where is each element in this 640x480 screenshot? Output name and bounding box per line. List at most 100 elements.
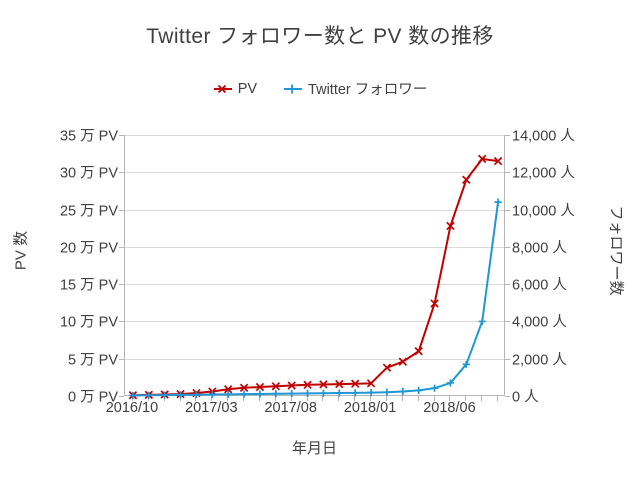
legend-label-followers: Twitter フォロワー xyxy=(308,82,428,98)
data-point-marker xyxy=(176,391,185,399)
x-axis-tick-mark xyxy=(354,396,356,401)
gridline xyxy=(125,284,504,286)
x-axis-tick-mark xyxy=(243,396,245,401)
data-point-marker xyxy=(319,389,328,397)
data-point-marker xyxy=(367,389,375,397)
series-pv xyxy=(128,154,503,400)
data-point-marker xyxy=(446,379,455,387)
y-axis-right-tick-label: 6,000 人 xyxy=(512,277,567,294)
data-point-marker xyxy=(223,385,233,394)
y-axis-right-tick-mark xyxy=(505,358,510,360)
x-axis-tick-mark xyxy=(370,396,372,401)
x-axis-tick-mark xyxy=(401,396,403,401)
data-point-marker xyxy=(287,381,296,390)
x-axis-tick-mark xyxy=(417,396,419,401)
data-point-marker xyxy=(272,390,280,398)
data-point-marker xyxy=(366,379,376,388)
data-point-marker xyxy=(493,156,503,166)
y-axis-left-tick-mark xyxy=(119,135,124,136)
y-axis-left-tick-label: 35 万 PV xyxy=(59,128,118,145)
y-axis-left-tick-mark xyxy=(119,284,124,286)
chart-title: Twitter フォロワー数と PV 数の推移 xyxy=(146,25,494,48)
gridlines xyxy=(125,135,504,396)
data-point-marker xyxy=(415,386,423,395)
gridline xyxy=(125,135,504,136)
y-axis-left-tick-mark xyxy=(119,172,124,174)
data-point-marker xyxy=(161,391,169,399)
x-axis-tick-mark xyxy=(274,396,276,401)
data-point-marker xyxy=(477,154,487,164)
y-axis-left-tick-label: 10 万 PV xyxy=(59,314,118,331)
y-axis-left-tick-mark xyxy=(119,396,124,397)
x-axis-tick-mark xyxy=(497,396,499,401)
x-axis-tick-mark xyxy=(211,396,213,401)
x-axis-tick-label: 2016/10 xyxy=(105,400,159,416)
gridline xyxy=(125,246,504,248)
y-axis-right-tick-mark xyxy=(505,284,510,286)
data-point-marker xyxy=(208,390,216,399)
data-point-marker xyxy=(430,384,439,392)
gridline xyxy=(125,209,504,211)
data-point-marker xyxy=(462,175,471,184)
legend-item-pv[interactable]: PV xyxy=(213,81,257,97)
data-point-marker xyxy=(224,390,232,398)
y-axis-right-tick-label: 0 人 xyxy=(512,389,539,406)
data-point-marker xyxy=(462,360,470,368)
x-axis-tick-mark xyxy=(481,396,483,401)
legend-marker-plus-icon xyxy=(284,84,303,93)
data-point-marker xyxy=(383,388,391,396)
legend-item-followers[interactable]: Twitter フォロワー xyxy=(283,78,427,99)
x-axis-tick-mark xyxy=(465,396,467,401)
x-axis-tick-mark xyxy=(258,396,260,401)
x-axis-title: 年月日 xyxy=(291,440,337,457)
y-axis-right-tick-label: 2,000 人 xyxy=(512,352,567,369)
y-axis-left-tick-label: 15 万 PV xyxy=(59,277,118,294)
y-axis-left-tick-mark xyxy=(119,358,124,360)
series-line xyxy=(131,157,500,397)
x-axis-tick-mark xyxy=(322,396,324,401)
data-point-marker xyxy=(271,382,281,391)
y-axis-right-tick-label: 10,000 人 xyxy=(512,203,575,220)
x-axis-tick-mark xyxy=(195,396,197,401)
gridline xyxy=(125,395,504,396)
y-axis-right-tick-label: 12,000 人 xyxy=(512,165,575,182)
data-point-marker xyxy=(494,198,502,206)
data-point-marker xyxy=(399,387,407,396)
data-point-marker xyxy=(351,389,359,397)
series-followers xyxy=(129,198,502,400)
x-axis-tick-label: 2018/01 xyxy=(343,400,397,416)
y-axis-left-tick-mark xyxy=(119,246,124,248)
y-axis-left-tick-label: 20 万 PV xyxy=(59,240,118,257)
gridline xyxy=(125,172,504,174)
data-point-marker xyxy=(256,390,264,398)
y-axis-right-tick-mark xyxy=(505,321,510,323)
y-axis-left-tick-mark xyxy=(119,321,124,323)
y-axis-left-tick-label: 5 万 PV xyxy=(68,352,118,369)
y-axis-left-tick-mark xyxy=(119,209,124,211)
data-point-marker xyxy=(240,390,248,398)
y-axis-right-tick-mark xyxy=(505,246,510,248)
data-point-marker xyxy=(430,299,439,308)
x-axis-tick-mark xyxy=(290,396,292,401)
plot-area xyxy=(124,135,505,400)
legend-marker-x-icon xyxy=(213,84,232,93)
y-axis-right-tick-mark xyxy=(505,209,510,211)
gridline xyxy=(125,321,504,323)
data-point-marker xyxy=(319,380,328,389)
data-point-marker xyxy=(255,382,265,392)
data-point-marker xyxy=(446,221,455,231)
x-axis-tick-mark xyxy=(338,396,340,401)
data-point-marker xyxy=(350,379,360,388)
x-axis-tick-mark xyxy=(306,396,308,401)
data-point-marker xyxy=(335,379,344,389)
data-point-marker xyxy=(192,391,201,399)
x-axis-tick-mark xyxy=(385,396,387,401)
data-point-marker xyxy=(335,389,343,397)
x-axis-tick-mark xyxy=(179,396,181,401)
data-point-marker xyxy=(303,389,312,397)
chart-legend: PV Twitter フォロワー xyxy=(0,78,640,99)
gridline xyxy=(125,358,504,360)
series-line xyxy=(131,201,500,397)
x-axis-tick-label: 2018/06 xyxy=(423,400,476,416)
